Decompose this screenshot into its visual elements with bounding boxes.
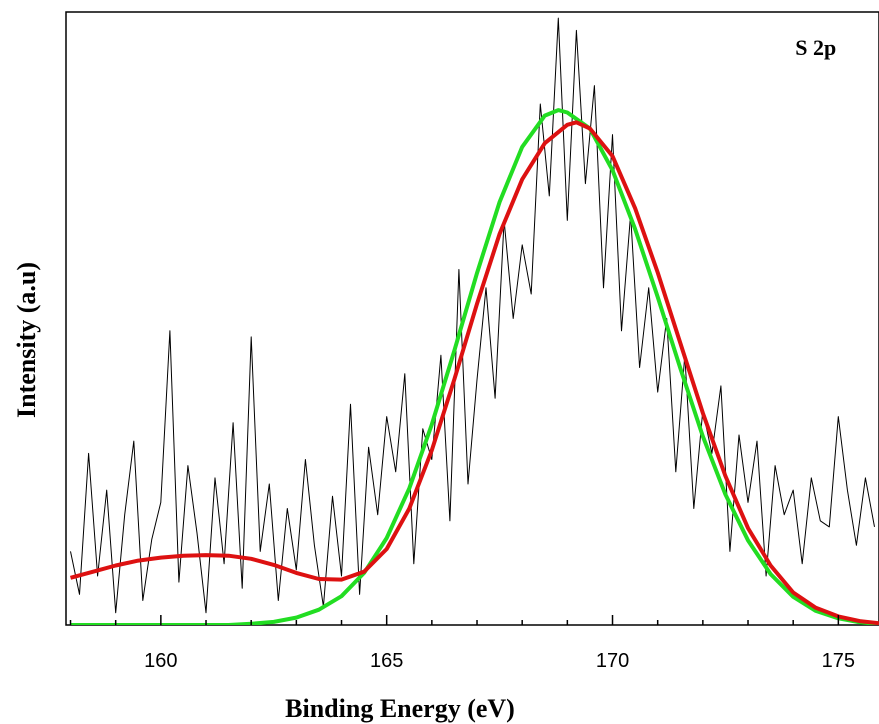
x-axis-title: Binding Energy (eV) xyxy=(285,694,515,723)
x-tick-label: 175 xyxy=(822,650,855,672)
x-tick-label: 160 xyxy=(144,650,177,672)
series-line-raw-spectrum xyxy=(70,17,875,614)
x-axis-tick-labels: 160 165 170 175 xyxy=(144,650,855,672)
series-layer xyxy=(69,17,879,625)
x-tick-label: 170 xyxy=(596,650,629,672)
plot-frame xyxy=(65,11,879,626)
series-line-envelope-green xyxy=(70,108,879,625)
x-axis-ticks xyxy=(69,615,840,625)
y-axis-title: Intensity (a.u) xyxy=(12,262,41,418)
series-line-fit-red xyxy=(69,120,879,625)
x-tick-label: 165 xyxy=(370,650,403,672)
plot-area: 160 165 170 175 S 2p xyxy=(65,11,879,672)
peak-annotation: S 2p xyxy=(795,35,836,60)
